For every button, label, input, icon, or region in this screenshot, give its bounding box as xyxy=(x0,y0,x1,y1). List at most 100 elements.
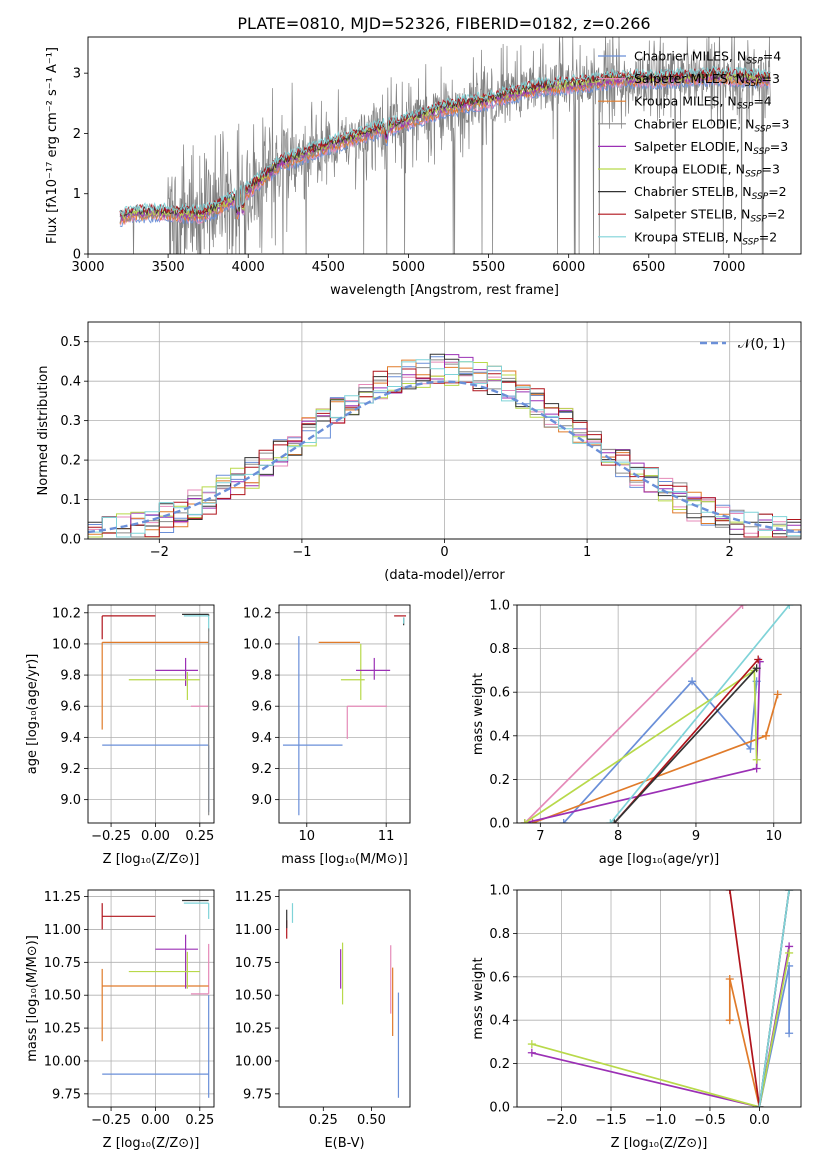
x-tick-label: 11 xyxy=(378,829,395,844)
y-tick-label: 9.6 xyxy=(251,700,272,715)
histogram-series xyxy=(88,361,801,538)
y-tick-label: 0.2 xyxy=(60,454,81,469)
y-tick-label: 9.0 xyxy=(251,793,272,808)
mass_vs_ebv-xlabel: E(B-V) xyxy=(324,1136,364,1151)
y-tick-label: 1 xyxy=(73,187,81,202)
weight-line xyxy=(524,668,758,823)
y-tick-label: 9.0 xyxy=(60,793,81,808)
y-tick-label: 10.50 xyxy=(44,989,81,1004)
legend-label: Kroupa MILES, NSSP=4 xyxy=(634,94,772,112)
y-tick-label: 0.1 xyxy=(60,493,81,508)
weight_vs_Z-ylabel: mass weight xyxy=(471,957,486,1039)
weight_vs_Z-xlabel: Z [log₁₀(Z/Z⊙)] xyxy=(611,1136,708,1151)
weight-line xyxy=(531,952,790,1107)
x-tick-label: −2 xyxy=(150,545,169,560)
weight-marker xyxy=(785,605,794,609)
residuals-frame xyxy=(87,321,802,540)
spectrum-lines xyxy=(119,37,771,254)
x-tick-label: 5000 xyxy=(392,260,425,275)
weight-marker xyxy=(527,1048,536,1057)
x-tick-label: 6500 xyxy=(632,260,665,275)
weight-marker xyxy=(785,890,794,894)
y-tick-label: 0.2 xyxy=(489,1057,510,1072)
x-tick-label: 0.0 xyxy=(749,1113,770,1128)
y-tick-label: 1.0 xyxy=(489,884,510,899)
weight-marker xyxy=(752,764,761,773)
legend-label: Salpeter ELODIE, NSSP=3 xyxy=(634,139,788,157)
y-tick-label: 9.8 xyxy=(60,669,81,684)
age_vs_Z-xlabel: Z [log₁₀(Z/Z⊙)] xyxy=(103,852,200,867)
histogram-series xyxy=(88,353,801,535)
weight-line xyxy=(758,890,790,1107)
y-tick-label: 0.4 xyxy=(60,375,81,390)
weight_vs_Z-frame xyxy=(516,889,802,1108)
y-tick-label: 0.0 xyxy=(489,1101,510,1116)
x-tick-label: 0.25 xyxy=(185,829,214,844)
age_vs_mass-points xyxy=(282,615,407,816)
weight-line xyxy=(563,680,758,823)
y-tick-label: 0.2 xyxy=(489,773,510,788)
x-tick-label: −2.0 xyxy=(546,1113,578,1128)
y-tick-label: 10.00 xyxy=(44,1054,81,1069)
y-tick-label: 9.4 xyxy=(251,731,272,746)
x-tick-label: −1.5 xyxy=(595,1113,627,1128)
y-tick-label: 1.0 xyxy=(489,599,510,614)
x-tick-label: 1 xyxy=(583,545,591,560)
x-tick-label: 0.00 xyxy=(141,1113,170,1128)
y-tick-label: 10.0 xyxy=(243,637,272,652)
x-tick-label: 0 xyxy=(440,545,448,560)
y-tick-label: 0.0 xyxy=(489,817,510,832)
weight_vs_age-ylabel: mass weight xyxy=(471,673,486,755)
spectrum-axes: 3000 3500 4000 4500 5000 5500 6000 6500 7000 0 1 2 3 xyxy=(71,67,745,275)
legend-label: Chabrier STELIB, NSSP=2 xyxy=(634,184,787,202)
x-tick-label: 5500 xyxy=(472,260,505,275)
mass_vs_Z-ylabel: mass [log₁₀(M/M⊙)] xyxy=(25,935,40,1062)
age_vs_mass-axes: 10 11 9.0 9.2 9.4 9.6 9.8 10.0 10.2 xyxy=(243,605,410,844)
x-tick-label: 0.00 xyxy=(141,829,170,844)
legend-label: Kroupa STELIB, NSSP=2 xyxy=(634,229,777,247)
y-tick-label: 0.0 xyxy=(60,533,81,548)
weight-marker xyxy=(752,664,761,673)
y-tick-label: 0.4 xyxy=(489,1014,510,1029)
y-tick-label: 9.8 xyxy=(251,669,272,684)
x-tick-label: 0.25 xyxy=(309,1113,338,1128)
age_vs_Z-points xyxy=(101,613,210,816)
x-tick-label: 3500 xyxy=(152,260,185,275)
residuals-xlabel: (data-model)/error xyxy=(384,568,505,583)
y-tick-label: 10.25 xyxy=(44,1022,81,1037)
weight-line xyxy=(609,605,790,823)
y-tick-label: 9.75 xyxy=(243,1087,272,1102)
spectrum-ylabel: Flux [fλ10⁻¹⁷ erg cm⁻² s⁻¹ A⁻¹] xyxy=(45,47,60,244)
y-tick-label: 10.00 xyxy=(235,1054,272,1069)
x-tick-label: 8 xyxy=(614,829,622,844)
weight-marker xyxy=(520,819,529,823)
y-tick-label: 9.75 xyxy=(52,1087,81,1102)
weight_vs_age-lines xyxy=(520,605,794,823)
weight_vs_age-frame xyxy=(516,604,802,824)
weight-marker xyxy=(755,1103,764,1107)
weight_vs_age-xlabel: age [log₁₀(age/yr)] xyxy=(599,852,720,867)
y-tick-label: 9.4 xyxy=(60,731,81,746)
weight-marker xyxy=(725,890,734,894)
y-tick-label: 2 xyxy=(73,127,81,142)
weight-line xyxy=(728,890,761,1107)
x-tick-label: −1 xyxy=(292,545,311,560)
histograms xyxy=(88,353,801,538)
x-tick-label: −0.25 xyxy=(91,829,131,844)
legend-label: Salpeter STELIB, NSSP=2 xyxy=(634,207,785,225)
figure-title: PLATE=0810, MJD=52326, FIBERID=0182, z=0… xyxy=(237,14,650,33)
mass_vs_Z-axes: −0.25 0.00 0.25 9.75 10.00 10.25 10.50 10.75 11.… xyxy=(44,890,214,1128)
spectrum-frame xyxy=(87,36,802,255)
x-tick-label: 3000 xyxy=(71,260,104,275)
y-tick-label: 0.6 xyxy=(489,970,510,985)
y-tick-label: 9.2 xyxy=(60,762,81,777)
x-tick-label: 4500 xyxy=(312,260,345,275)
weight-marker xyxy=(610,819,619,823)
y-tick-label: 0.8 xyxy=(489,642,510,657)
mass_vs_ebv-frame xyxy=(278,889,411,1108)
weight-marker xyxy=(752,755,761,764)
mass_vs_Z-frame xyxy=(87,889,215,1108)
mass_vs_ebv-axes: 0.25 0.50 9.75 10.00 10.25 10.50 10.75 11.00 11.… xyxy=(235,890,386,1128)
weight_vs_age-axes: 7 8 9 10 0.0 0.2 0.4 0.6 0.8 1.0 xyxy=(489,599,801,844)
y-tick-label: 0.3 xyxy=(60,414,81,429)
